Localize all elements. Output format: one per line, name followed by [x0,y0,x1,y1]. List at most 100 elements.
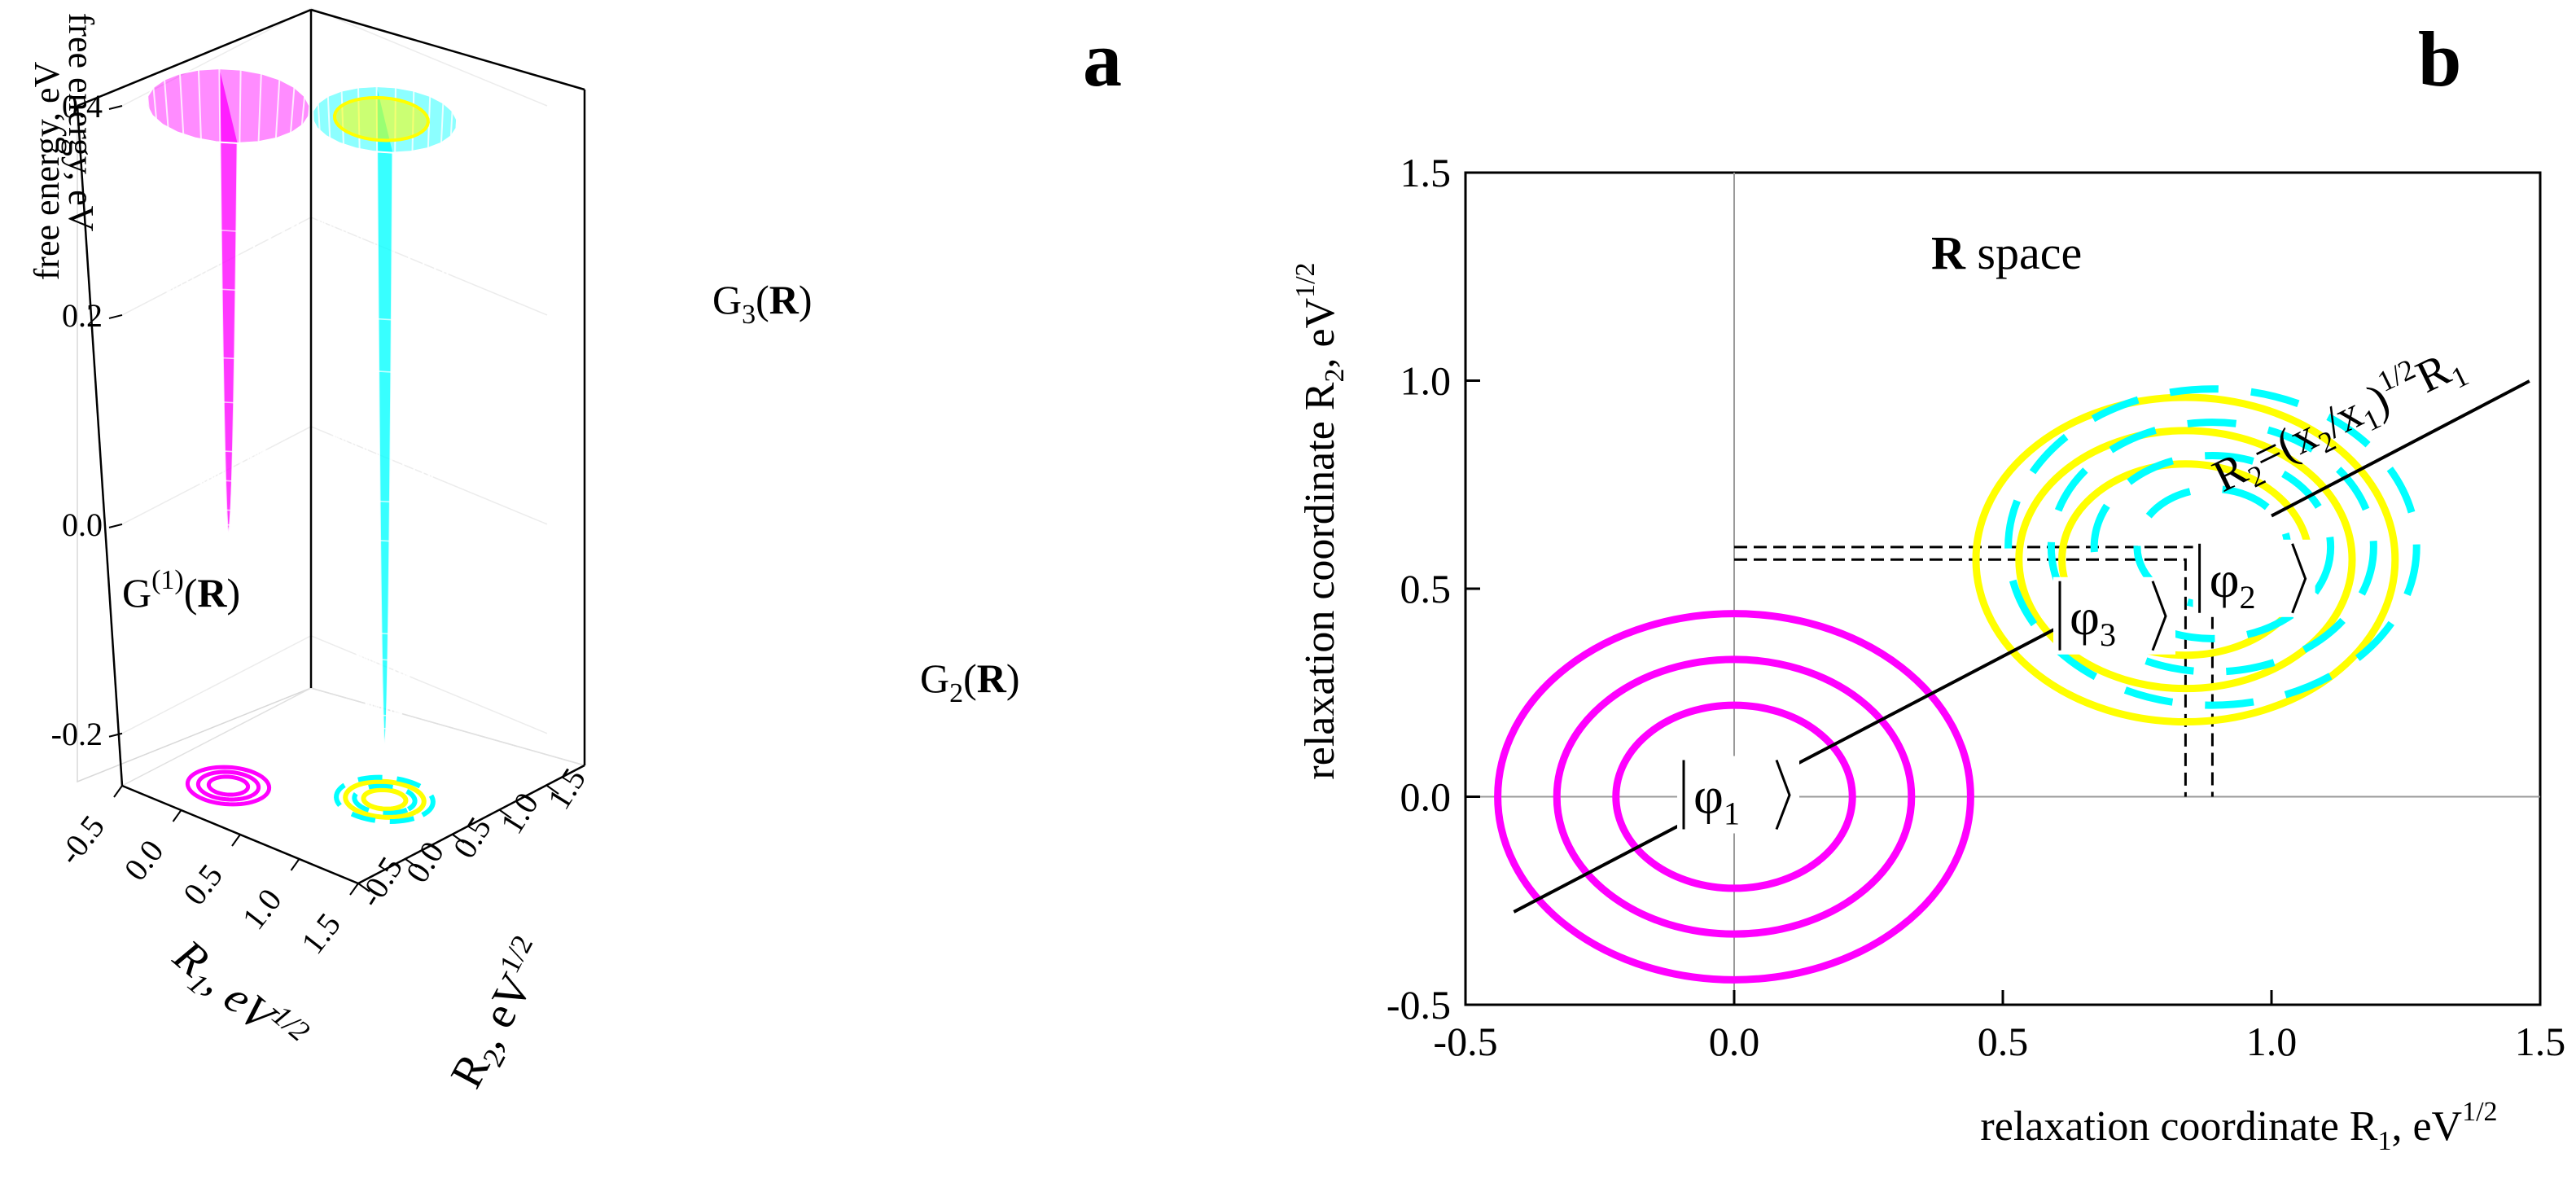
y-tick-label: 0.5 [1400,566,1452,611]
surface-g1-ring [178,357,278,404]
floor-ring-g23-1 [352,782,418,816]
contour-phi2-3 [2004,385,2420,709]
panel-b: -0.5 0.0 0.5 1.0 1.5 -0.5 0.0 0.5 1.0 1.5 φ1 φ3 φ2 … [1286,0,2576,1179]
surface-g1-mesh [228,138,278,536]
y-axis-label: R2, eV1/2 [436,930,565,1099]
surface-g1-mesh [215,142,229,536]
x-tick-label: 0.5 [176,857,230,912]
surface-g1 [146,68,311,536]
z-axis-label: free energy, eV [27,61,67,280]
y-tick-label: 1.0 [493,787,545,840]
floor-ring-g1-0 [206,774,251,797]
y-tick-label: 1.5 [1400,150,1452,195]
surface-chart: 0.4 0.2 0.0 -0.2 free energy, eV free energ… [27,7,1122,1099]
surface-g1-mesh [228,142,260,536]
contour-phi1-1 [1553,655,1916,938]
floor-ring-g1-1 [195,769,261,802]
y-tick [405,858,418,868]
surface-g2-mesh [373,151,386,747]
x-tick-label: 1.0 [2246,1019,2298,1064]
surface-g2-mesh [383,119,458,748]
x-tick [349,883,359,896]
surface-g2-mesh [316,128,386,748]
y-tick [499,809,512,819]
panel-a: 0.4 0.2 0.0 -0.2 free energy, eV free energ… [0,0,1286,1179]
plot-title: R space [1931,226,2082,279]
surface-g1-mesh [218,68,230,535]
plot-border [1464,171,2542,1006]
z-tick-label: -0.2 [51,716,103,752]
y-tick-label: 0.0 [398,835,451,889]
z-tick [108,105,123,110]
surface-g1-mesh [195,138,229,536]
state-ket-phi2 [2291,543,2307,614]
contour-rings [1494,385,2420,984]
surface-g1-mesh [227,79,281,536]
z-tick-label: 0.2 [62,297,103,334]
surface-g2-mesh [325,136,386,748]
y-tick-label: 1.5 [540,762,593,816]
contour-phi3-2 [1972,393,2399,726]
x-tick [172,809,182,822]
x-axis-label: R1, eV1/2 [160,925,316,1070]
x-tick-label: 1.0 [234,882,288,936]
surface-g2-mesh [375,86,386,747]
x-tick [290,858,300,871]
surface-g2-ring [312,85,458,154]
x-tick [113,785,123,798]
surface-g1-mesh [164,79,230,536]
z-tick [108,523,123,528]
surface-g2-mesh [340,90,386,747]
floor-contours-g1 [185,765,272,807]
surface-g2-mesh [383,152,394,747]
state-label-phi1: φ1 [1693,767,1740,832]
x-tick-label: 0.5 [1978,1019,2029,1064]
surface-g1-mesh [152,86,230,536]
surface-g1-mesh [197,69,230,536]
z-tick-label: 0.0 [62,506,103,543]
z-axis-title: free energy, eV [61,13,101,232]
y-tick-label: 0.5 [445,811,498,865]
plot-frame [1464,171,2542,1006]
y-tick-label: 1.0 [1400,358,1452,404]
surface-g1-ring [195,450,262,482]
contour-chart: -0.5 0.0 0.5 1.0 1.5-0.50.00.51.01.5 φ1φ3φ2 … [1290,15,2565,1156]
surface-g2-mesh [338,142,386,748]
surface-g1-mesh [227,96,306,536]
surface-g1-mesh [161,124,229,536]
surface-g2-ring [355,633,414,661]
y-tick-label: 0.0 [1400,774,1452,820]
wall-gridline [121,7,548,107]
surface-g2-mesh [383,151,412,748]
state-ket-phi3 [2151,581,2167,651]
surface-g1-ring [146,68,311,144]
state-label-phi3: φ3 [2070,588,2116,653]
z-tick [108,313,123,319]
x-tick-label: 1.5 [294,906,348,961]
label-g2: G2(R) [920,655,1020,708]
x-axis-label: relaxation coordinate R1, eV1/2 [1980,1097,2497,1156]
x-tick-label: 0.0 [116,833,170,888]
surface-g1-mesh [227,142,239,536]
surface-g2-ring [340,500,429,542]
state-labels: φ1 φ3 φ2 [1677,539,2315,834]
x-tick-label: -0.5 [51,809,112,872]
surface-g2-ring [326,318,444,373]
floor-ring-g23-2 [343,778,427,820]
y-tick-label: -0.5 [1387,982,1451,1028]
line-seg-3 [2271,379,2530,518]
contour-phi1-0 [1612,701,1856,892]
y-axis-label: relaxation coordinate R2, eV1/2 [1290,262,1350,779]
y-tick [357,883,370,892]
line-seg-2 [1798,618,2074,765]
x-tick-label: 0.0 [1709,1019,1760,1064]
surface-g2-mesh [354,148,386,748]
x-axis-ticks: -0.5 0.0 0.5 1.0 1.5 [51,785,359,961]
surface-g3-cap [332,95,430,142]
surface-g2-mesh [383,148,429,748]
label-g3: G3(R) [712,277,813,330]
contour-phi1-2 [1494,610,1974,984]
surface-g2-g3 [311,85,458,748]
state-ket-phi1 [1775,759,1791,831]
surface-g2-ring [369,714,401,730]
